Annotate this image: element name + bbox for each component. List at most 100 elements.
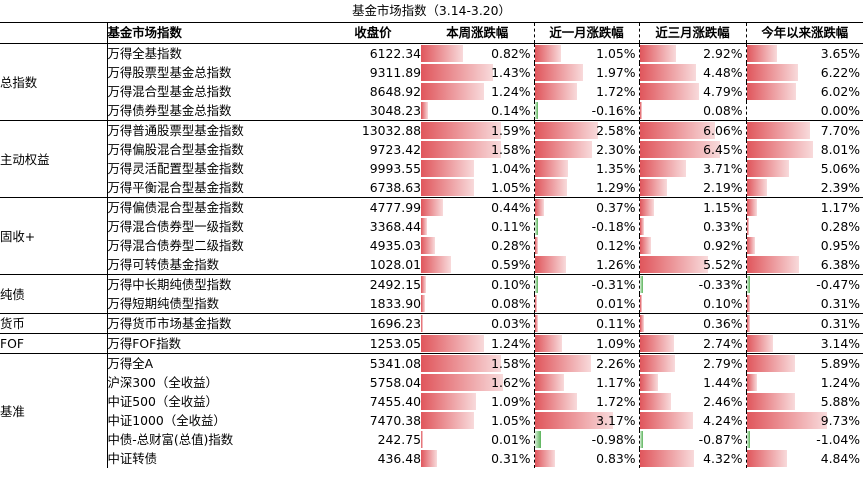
- change-value: 6.22%: [820, 65, 861, 80]
- data-bar: [421, 83, 484, 100]
- change-cell-month: 1.26%: [534, 255, 640, 275]
- data-bar: [421, 355, 501, 372]
- change-value: 1.29%: [596, 180, 636, 195]
- data-bar: [421, 315, 423, 332]
- change-value: 0.33%: [703, 219, 743, 234]
- change-cell-week: 1.59%: [421, 120, 535, 140]
- table-row: 沪深300（全收益） 5758.04 1.62% 1.17% 1.44% 1.24%: [0, 373, 863, 392]
- change-value: 1.04%: [491, 161, 531, 176]
- index-name: 万得普通股票型基金指数: [107, 120, 325, 140]
- change-cell-week: 1.09%: [421, 392, 535, 411]
- change-cell-ytd: 1.17%: [746, 197, 864, 217]
- change-value: 5.52%: [703, 257, 743, 272]
- change-cell-month: 1.35%: [534, 159, 640, 178]
- index-name: 中债-总财富(总值)指数: [107, 432, 234, 447]
- data-bar: [746, 450, 787, 467]
- data-bar: [421, 450, 437, 467]
- table-row: 货币 万得货币市场基金指数 1696.23 0.03% 0.11% 0.36% 0.31%: [0, 313, 864, 334]
- data-bar: [421, 256, 451, 273]
- change-value: 0.36%: [703, 316, 743, 331]
- change-value: 2.46%: [703, 394, 743, 409]
- change-cell-three-month: 4.48%: [639, 63, 747, 82]
- data-bar: [639, 218, 644, 235]
- change-cell-week: 0.11%: [421, 217, 535, 236]
- change-value: 5.06%: [820, 161, 861, 176]
- table-row: 万得债券型基金总指数 3048.23 0.14% -0.16% 0.08% 0.00%: [0, 101, 863, 121]
- data-bar: [534, 237, 538, 254]
- data-bar: [746, 431, 750, 448]
- index-name: 中证500（全收益）: [107, 394, 218, 409]
- header-3month: 近三月涨跌幅: [639, 22, 747, 44]
- change-cell-ytd: 9.73%: [746, 411, 863, 430]
- data-bar: [421, 141, 501, 158]
- table-row: 万得偏股混合型基金指数 9723.42 1.58% 2.30% 6.45% 8.01%: [0, 140, 863, 159]
- table-row: FOF 万得FOF指数 1253.05 1.24% 1.09% 2.74% 3.14%: [0, 333, 864, 354]
- index-grid: 基金市场指数（3.14-3.20） 基金市场指数 收盘价 本周涨跌幅 近一月涨跌…: [0, 0, 864, 468]
- change-value: 0.59%: [491, 257, 531, 272]
- change-cell-three-month: 1.15%: [639, 197, 747, 217]
- group-label: FOF: [0, 333, 108, 354]
- change-cell-three-month: 3.71%: [639, 159, 747, 178]
- data-bar: [534, 393, 577, 410]
- change-value: 1.24%: [491, 84, 531, 99]
- change-cell-ytd: 6.02%: [746, 82, 863, 101]
- data-bar: [534, 179, 567, 196]
- change-value: 0.31%: [820, 296, 861, 311]
- table-row: 万得股票型基金总指数 9311.89 1.43% 1.97% 4.48% 6.22%: [0, 63, 863, 82]
- change-cell-ytd: 8.01%: [746, 140, 863, 159]
- change-cell-week: 0.59%: [421, 255, 535, 275]
- data-bar: [746, 315, 750, 332]
- change-value: 2.39%: [820, 180, 861, 195]
- change-value: 0.83%: [596, 451, 636, 466]
- table-row: 总指数 万得全基指数 6122.34 0.82% 1.05% 2.92% 3.65%: [0, 43, 863, 121]
- header-week: 本周涨跌幅: [421, 22, 535, 44]
- change-cell-month: 2.26%: [534, 353, 640, 373]
- change-cell-three-month: 4.32%: [639, 449, 747, 468]
- change-cell-ytd: 0.31%: [746, 294, 863, 314]
- change-value: 1.72%: [596, 394, 636, 409]
- change-cell-week: 0.31%: [421, 449, 535, 468]
- change-cell-week: 0.28%: [421, 236, 535, 255]
- change-cell-month: 2.58%: [534, 120, 640, 140]
- data-bar: [639, 276, 643, 293]
- data-bar: [534, 122, 598, 139]
- change-cell-ytd: 5.06%: [746, 159, 863, 178]
- change-value: 1.24%: [820, 375, 861, 390]
- change-value: 1.62%: [491, 375, 531, 390]
- data-bar: [421, 160, 474, 177]
- header-close: 收盘价: [325, 22, 421, 44]
- change-value: 1.05%: [596, 46, 636, 61]
- change-cell-month: 2.30%: [534, 140, 640, 159]
- change-value: 3.71%: [703, 161, 743, 176]
- change-cell-month: 0.01%: [534, 294, 640, 314]
- data-bar: [534, 160, 568, 177]
- change-value: 8.01%: [820, 142, 861, 157]
- data-bar: [534, 450, 555, 467]
- data-bar: [746, 237, 755, 254]
- data-bar: [534, 412, 613, 429]
- change-value: 0.44%: [491, 200, 531, 215]
- change-value: 1.09%: [491, 394, 531, 409]
- close-price: 3368.44: [369, 219, 421, 234]
- close-price: 6738.63: [369, 180, 421, 195]
- close-price: 436.48: [377, 451, 421, 466]
- data-bar: [639, 160, 686, 177]
- data-bar: [534, 199, 544, 216]
- index-name: 沪深300（全收益）: [107, 375, 218, 390]
- change-cell-three-month: 0.10%: [639, 294, 747, 314]
- change-cell-week: 1.43%: [421, 63, 535, 82]
- data-bar: [639, 45, 676, 62]
- change-value: 1.05%: [491, 413, 531, 428]
- change-value: 1.17%: [596, 375, 636, 390]
- change-cell-month: 1.17%: [534, 373, 640, 392]
- data-bar: [746, 295, 750, 312]
- change-cell-ytd: 6.22%: [746, 63, 863, 82]
- change-cell-month: 0.83%: [534, 449, 640, 468]
- change-cell-three-month: 1.44%: [639, 373, 747, 392]
- change-cell-ytd: -1.04%: [746, 430, 863, 449]
- data-bar: [639, 393, 671, 410]
- change-value: -0.16%: [591, 103, 636, 118]
- change-cell-week: 0.03%: [421, 313, 535, 334]
- data-bar: [534, 335, 562, 352]
- data-bar: [639, 237, 651, 254]
